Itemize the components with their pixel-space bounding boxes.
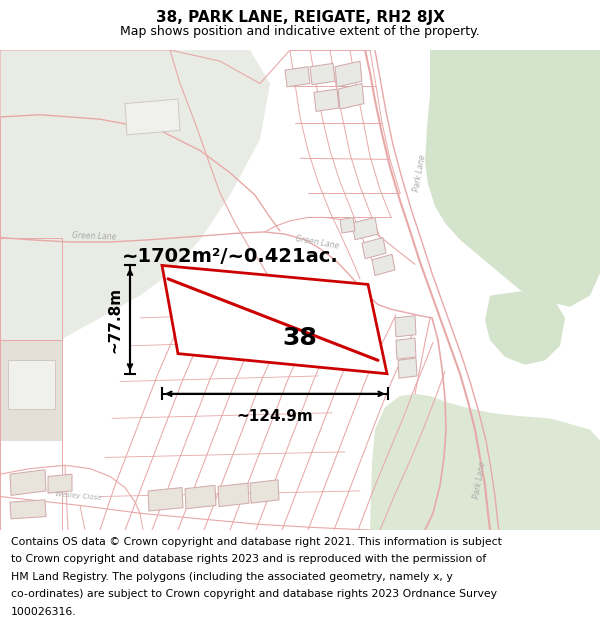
Text: to Crown copyright and database rights 2023 and is reproduced with the permissio: to Crown copyright and database rights 2… xyxy=(11,554,486,564)
Text: HM Land Registry. The polygons (including the associated geometry, namely x, y: HM Land Registry. The polygons (includin… xyxy=(11,572,452,582)
Polygon shape xyxy=(485,290,565,365)
Text: Wesley Close: Wesley Close xyxy=(55,491,102,501)
Polygon shape xyxy=(218,483,249,506)
Polygon shape xyxy=(162,266,387,374)
Polygon shape xyxy=(372,254,395,276)
Text: ~1702m²/~0.421ac.: ~1702m²/~0.421ac. xyxy=(122,247,338,266)
Bar xyxy=(0,340,62,441)
Polygon shape xyxy=(185,486,216,509)
Polygon shape xyxy=(0,50,270,362)
Polygon shape xyxy=(285,67,310,87)
Polygon shape xyxy=(395,316,416,337)
Text: 38, PARK LANE, REIGATE, RH2 8JX: 38, PARK LANE, REIGATE, RH2 8JX xyxy=(155,10,445,25)
Polygon shape xyxy=(338,84,364,109)
Text: co-ordinates) are subject to Crown copyright and database rights 2023 Ordnance S: co-ordinates) are subject to Crown copyr… xyxy=(11,589,497,599)
Text: Park Lane: Park Lane xyxy=(472,461,488,499)
Polygon shape xyxy=(352,217,378,240)
Polygon shape xyxy=(398,358,417,378)
Polygon shape xyxy=(362,238,386,259)
Polygon shape xyxy=(48,474,72,493)
Polygon shape xyxy=(396,338,416,359)
Polygon shape xyxy=(310,63,335,84)
Polygon shape xyxy=(10,470,46,496)
Polygon shape xyxy=(425,50,600,307)
Text: ~124.9m: ~124.9m xyxy=(236,409,313,424)
Text: Map shows position and indicative extent of the property.: Map shows position and indicative extent… xyxy=(120,24,480,38)
Text: Green Lane: Green Lane xyxy=(295,234,340,251)
Text: Park Lane: Park Lane xyxy=(412,154,428,192)
Polygon shape xyxy=(335,61,362,87)
Polygon shape xyxy=(340,217,355,233)
Text: ~77.8m: ~77.8m xyxy=(107,286,122,352)
Polygon shape xyxy=(125,99,180,135)
Polygon shape xyxy=(10,500,46,519)
Polygon shape xyxy=(370,394,600,530)
Polygon shape xyxy=(250,480,279,503)
Polygon shape xyxy=(8,361,55,409)
Text: 100026316.: 100026316. xyxy=(11,607,76,617)
Text: Contains OS data © Crown copyright and database right 2021. This information is : Contains OS data © Crown copyright and d… xyxy=(11,537,502,547)
Text: 38: 38 xyxy=(283,326,317,350)
Text: Green Lane: Green Lane xyxy=(72,231,116,242)
Polygon shape xyxy=(314,89,339,111)
Polygon shape xyxy=(148,488,183,511)
